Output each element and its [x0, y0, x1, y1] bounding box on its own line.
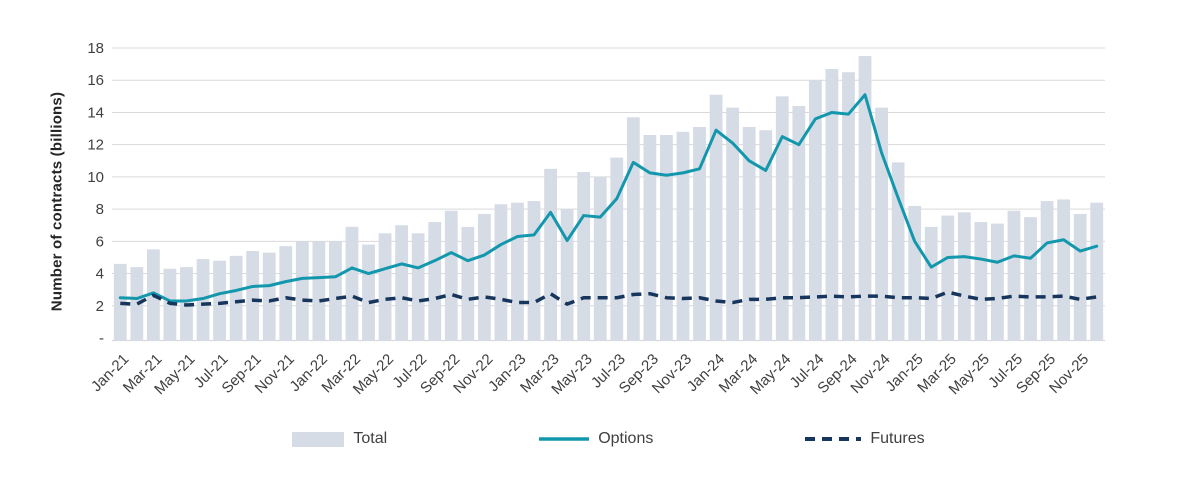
total-bar [113, 263, 127, 341]
total-bar [693, 126, 706, 341]
total-bar [411, 233, 425, 341]
futures-line-swatch [805, 437, 862, 441]
total-bar [527, 201, 541, 341]
total-bar [842, 72, 855, 341]
total-bar [726, 107, 740, 341]
total-bar [610, 157, 624, 341]
total-bar [742, 126, 756, 341]
total-bar [494, 204, 508, 341]
y-tick-label: 10 [87, 169, 104, 186]
total-bar [626, 117, 640, 341]
total-swatch [292, 431, 345, 447]
total-bar [279, 246, 293, 341]
total-bar [957, 212, 971, 341]
total-bar [825, 68, 839, 341]
total-bar [792, 106, 806, 342]
total-bar [660, 135, 673, 341]
total-bar [1007, 210, 1021, 341]
y-tick-label: 4 [96, 266, 104, 283]
total-bar [444, 210, 458, 341]
total-bar [246, 251, 260, 341]
legend-label-options: Options [598, 430, 654, 447]
total-bar [643, 135, 657, 341]
total-bar [362, 244, 375, 341]
total-bar [875, 107, 888, 341]
total-bar [775, 96, 789, 341]
y-tick-label: 14 [87, 104, 104, 121]
y-tick-label: 6 [96, 233, 104, 250]
y-tick-label: 16 [87, 72, 104, 89]
y-tick-label: 8 [96, 201, 104, 218]
total-bar [593, 176, 607, 341]
total-bar [974, 222, 988, 341]
total-bar [1073, 213, 1087, 341]
legend: Total Options Futures [112, 421, 1105, 457]
total-bar [1090, 202, 1104, 341]
total-bar [908, 205, 922, 341]
legend-label-futures: Futures [870, 430, 925, 447]
total-bar [229, 255, 243, 341]
total-bar [345, 226, 359, 341]
total-bar [130, 267, 144, 341]
y-tick-label: 12 [87, 137, 104, 154]
total-bar [808, 80, 822, 342]
y-axis-title: Number of contracts (billions) [48, 91, 66, 312]
total-bar [560, 209, 574, 341]
total-bar [759, 130, 773, 341]
total-bar [858, 56, 872, 341]
total-bar [295, 241, 309, 341]
total-bar [395, 225, 409, 341]
y-tick-label: 2 [96, 298, 104, 315]
total-bar [378, 233, 392, 341]
total-bar [544, 168, 557, 341]
total-bar [991, 223, 1004, 341]
legend-item-options: Options [539, 430, 653, 448]
total-bar [941, 215, 955, 341]
total-bar [1024, 217, 1037, 341]
y-tick-label: 18 [87, 40, 104, 57]
total-bar [924, 226, 938, 341]
total-bar [312, 241, 326, 341]
options-line [118, 93, 1099, 303]
total-bar [477, 213, 491, 341]
total-bar [428, 222, 442, 341]
total-bar [213, 260, 226, 341]
y-tick-label: - [99, 330, 104, 347]
total-bar [577, 172, 591, 341]
total-bar [1057, 199, 1071, 341]
total-bar [461, 226, 475, 341]
legend-label-total: Total [353, 430, 388, 447]
total-bar [511, 202, 524, 341]
legend-item-total: Total [292, 430, 387, 448]
total-bar [1040, 201, 1054, 341]
total-swatch-rect [292, 431, 345, 447]
legend-item-futures: Futures [805, 430, 925, 448]
total-bar [329, 241, 342, 341]
options-line-swatch [539, 437, 590, 441]
total-bar [262, 252, 276, 341]
total-bar [709, 94, 723, 341]
total-bar [676, 131, 690, 341]
